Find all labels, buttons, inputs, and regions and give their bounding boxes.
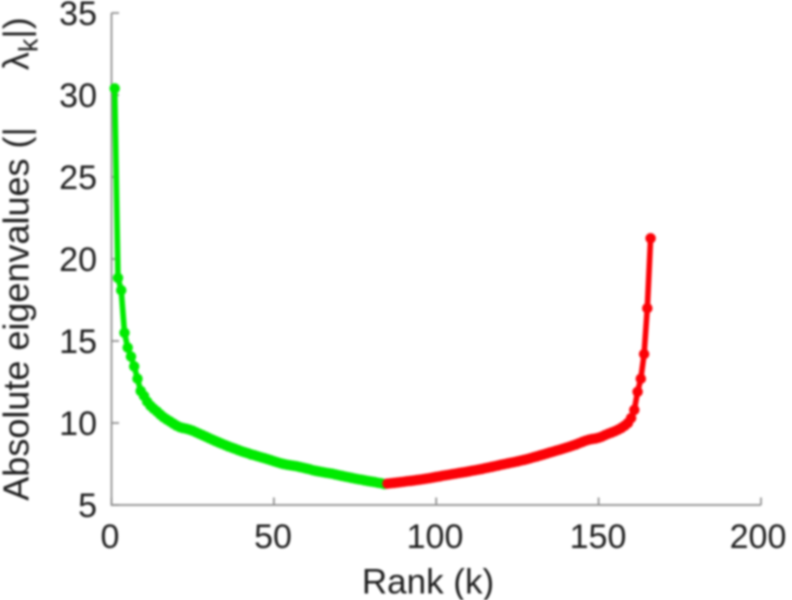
svg-text:30: 30 (59, 77, 97, 115)
svg-text:Rank (k): Rank (k) (362, 563, 494, 600)
svg-text:0: 0 (101, 518, 120, 556)
svg-text:10: 10 (59, 405, 97, 443)
svg-text:5: 5 (78, 487, 97, 525)
svg-text:100: 100 (407, 518, 464, 556)
svg-text:50: 50 (254, 518, 292, 556)
svg-text:150: 150 (570, 518, 627, 556)
svg-text:200: 200 (730, 518, 787, 556)
svg-text:Absolute eigenvalues (| λk: Absolute eigenvalues (| λk|) (0, 17, 44, 500)
svg-text:15: 15 (59, 323, 97, 361)
svg-text:25: 25 (59, 159, 97, 197)
svg-text:20: 20 (59, 241, 97, 279)
svg-text:35: 35 (59, 0, 97, 33)
